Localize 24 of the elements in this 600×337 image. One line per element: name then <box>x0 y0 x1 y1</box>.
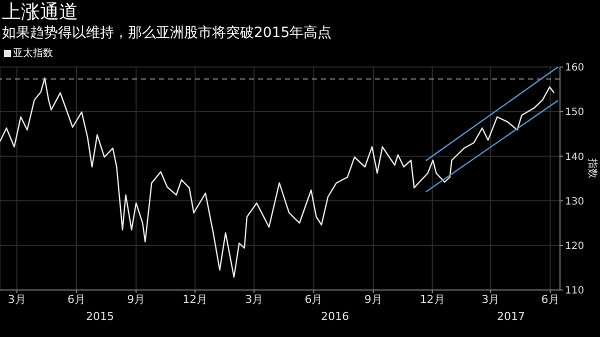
x-tick-label: 9月 <box>127 292 146 306</box>
x-tick-label: 3月 <box>482 292 500 306</box>
x-tick-label: 9月 <box>364 292 382 306</box>
x-tick-label: 12月 <box>182 292 208 306</box>
y-tick-label: 110 <box>565 286 584 297</box>
text: 2015 <box>85 310 115 323</box>
chart-subtitle: 如果趋势得以维持，那么亚洲股市将突破2015年高点 <box>2 24 332 42</box>
line-series <box>0 78 555 278</box>
x-tick-label: 12月 <box>420 292 445 306</box>
text: 2017 <box>496 310 526 323</box>
text: 2016 <box>320 310 350 323</box>
x-tick-label: 3月 <box>245 292 264 306</box>
x-tick-label: 6月 <box>541 292 560 306</box>
legend-label: 亚太指数 <box>12 46 53 60</box>
y-tick-label: 120 <box>565 240 584 252</box>
x-tick-label: 6月 <box>304 292 323 306</box>
y-tick-label: 150 <box>565 107 584 118</box>
y-tick-label: 160 <box>565 62 584 74</box>
y-tick-label: 130 <box>565 196 584 208</box>
x-tick-label: 6月 <box>67 292 86 306</box>
x-tick-label: 3月 <box>8 292 26 306</box>
chart-title: 上涨通道 <box>2 0 78 24</box>
y-axis-title: 指数 <box>586 158 598 178</box>
y-tick-label: 140 <box>565 152 584 163</box>
